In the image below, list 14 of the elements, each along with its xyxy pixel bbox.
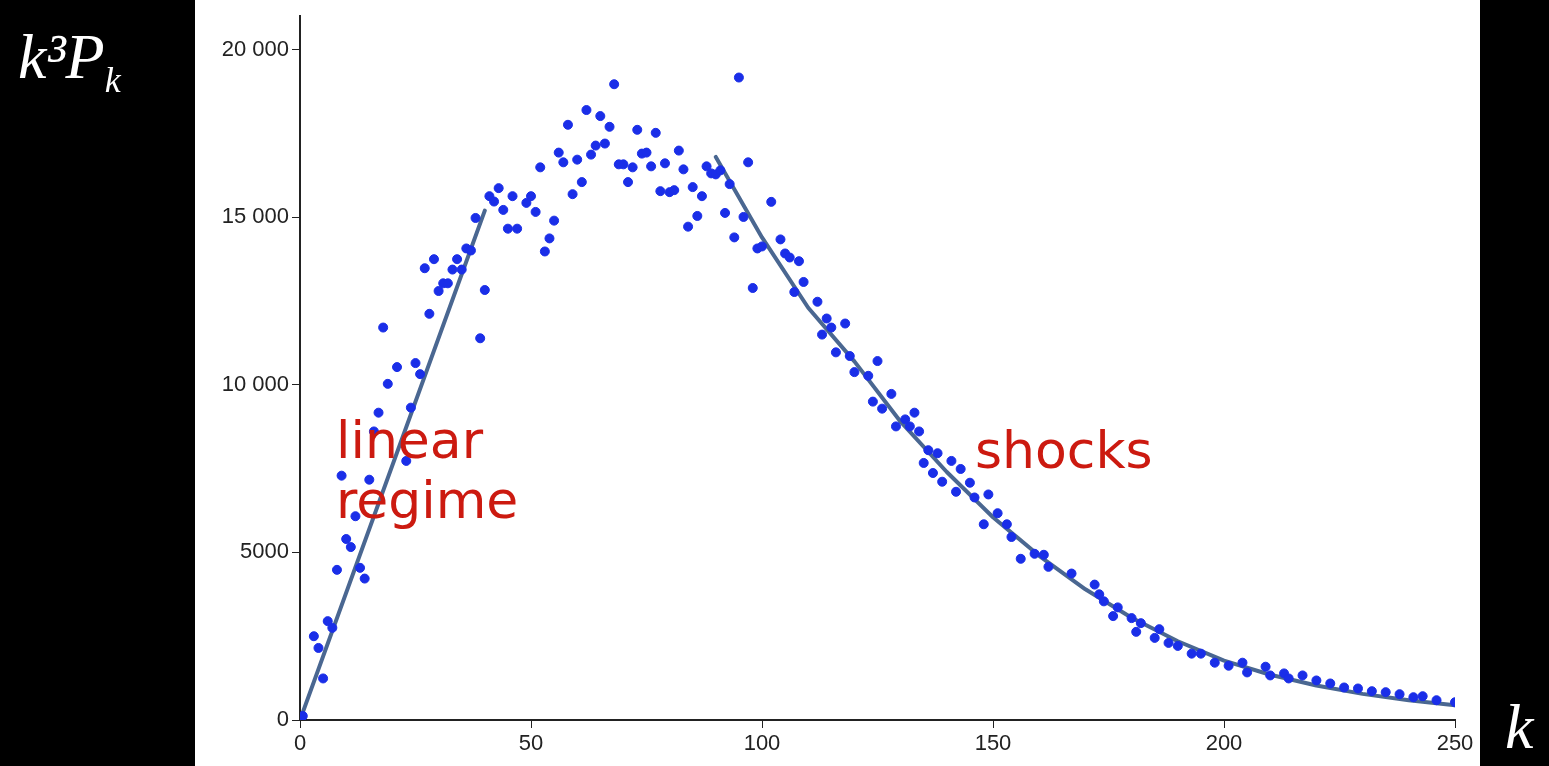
annotation: shocks bbox=[975, 420, 1154, 480]
x-tick-label: 50 bbox=[518, 730, 544, 756]
y-tick-label: 15 000 bbox=[221, 203, 289, 229]
x-tick-label: 200 bbox=[1205, 730, 1243, 756]
y-tick-label: 5000 bbox=[240, 538, 289, 564]
x-tick-label: 0 bbox=[293, 730, 307, 756]
x-tick-label: 150 bbox=[974, 730, 1012, 756]
y-tick-label: 0 bbox=[276, 706, 289, 732]
y-tick-label: 10 000 bbox=[221, 370, 289, 396]
y-tick-label: 20 000 bbox=[221, 35, 289, 61]
x-axis-title: k bbox=[1505, 690, 1534, 764]
y-axis-title: k³P$_{k}$ bbox=[18, 20, 121, 101]
x-tick-label: 100 bbox=[743, 730, 781, 756]
x-tick-label: 250 bbox=[1436, 730, 1474, 756]
